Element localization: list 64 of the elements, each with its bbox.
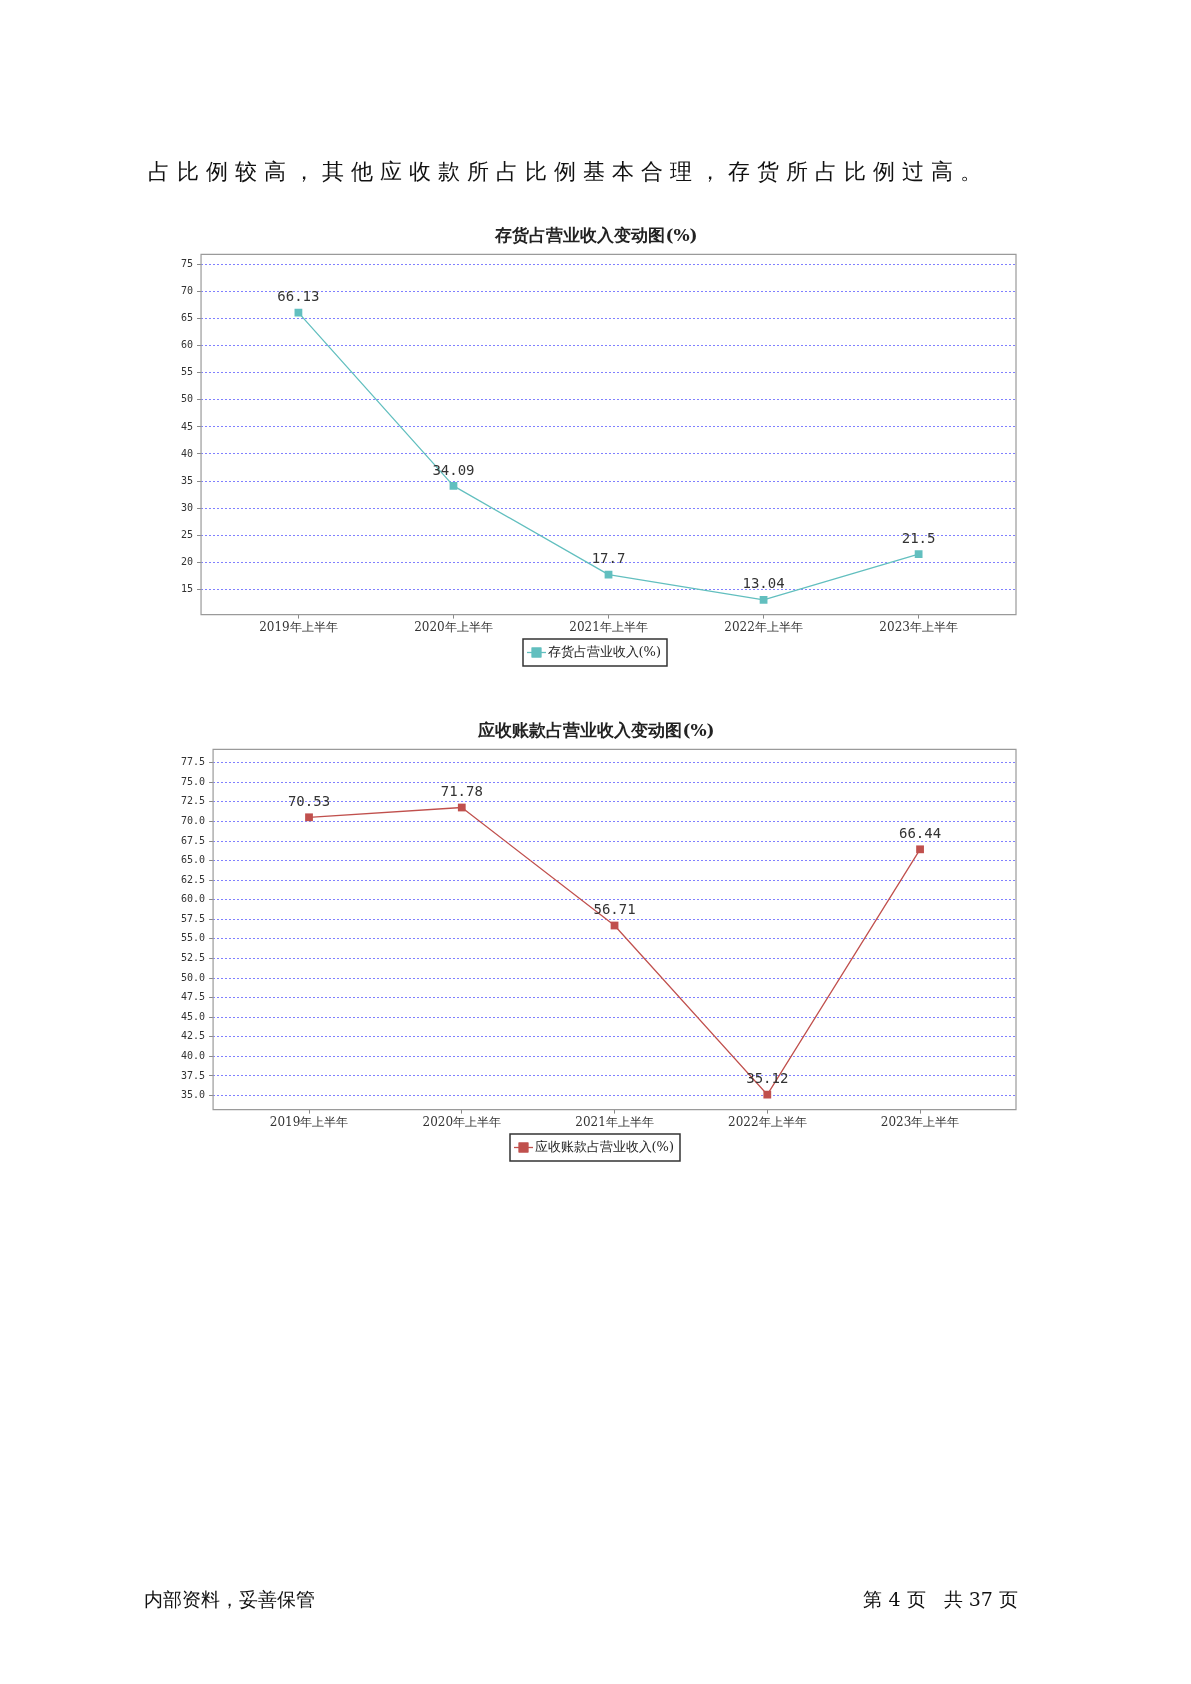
x-tick-label: 2021年上半年 [569, 619, 648, 634]
y-tick-label: 45 [180, 420, 194, 432]
x-tick-label: 2021年上半年 [575, 1114, 654, 1129]
y-tick-label: 40.0 [180, 1049, 206, 1061]
point [457, 803, 466, 812]
point [763, 1090, 772, 1099]
y-tick-label: 65 [180, 312, 194, 324]
text: 占比例较高，其他应收款所占比例基本合理，存货所占比例过高。 [148, 159, 989, 184]
y-tick-label: 60 [180, 339, 194, 351]
y-tick-label: 77.5 [180, 756, 206, 768]
y-tick-label: 50 [180, 393, 194, 405]
x-tick-label: 2022年上半年 [724, 619, 803, 634]
legend-label: 应收账款占营业收入(%) [534, 1138, 674, 1154]
text: 第 4 页 共 37 页 [863, 1588, 1018, 1610]
data-label: 56.71 [593, 901, 636, 918]
data-label: 21.5 [901, 529, 936, 546]
y-tick-label: 75 [180, 258, 194, 270]
point [294, 308, 303, 317]
y-tick-label: 25 [180, 528, 194, 540]
y-tick-label: 75.0 [180, 775, 206, 787]
y-tick-label: 30 [180, 501, 194, 513]
y-tick-label: 60.0 [180, 893, 206, 905]
point [916, 845, 924, 854]
y-tick-label: 55.0 [180, 932, 206, 944]
chart-title: 应收账款占营业收入变动图(%) [477, 719, 715, 740]
chart-title: 存货占营业收入变动图(%) [494, 224, 698, 245]
x-tick-label: 2020年上半年 [414, 619, 493, 634]
y-tick-label: 70 [180, 285, 194, 297]
data-label: 13.04 [742, 575, 785, 592]
y-tick-label: 42.5 [180, 1030, 206, 1042]
x-tick-label: 2019年上半年 [269, 1114, 349, 1129]
point [305, 813, 313, 822]
point [914, 550, 923, 558]
data-label: 71.78 [440, 783, 483, 800]
y-tick-label: 50.0 [180, 971, 206, 983]
y-tick-label: 45.0 [180, 1010, 206, 1022]
y-tick-label: 55 [180, 366, 194, 378]
point [449, 482, 458, 490]
data-label: 66.44 [898, 824, 942, 841]
x-tick-label: 2019年上半年 [259, 619, 338, 634]
data-label: 17.7 [591, 550, 626, 567]
data-label: 70.53 [287, 792, 331, 809]
point [759, 595, 768, 604]
x-tick-label: 2022年上半年 [728, 1114, 807, 1129]
x-tick-label: 2020年上半年 [422, 1114, 502, 1129]
x-tick-label: 2023年上半年 [880, 1114, 960, 1129]
x-tick-label: 2023年上半年 [879, 619, 958, 634]
y-tick-label: 15 [180, 582, 194, 594]
y-tick-label: 40 [180, 447, 194, 459]
y-tick-label: 72.5 [180, 795, 206, 807]
y-tick-label: 35.0 [180, 1089, 206, 1101]
data-label: 66.13 [277, 288, 320, 305]
legend-label: 存货占营业收入(%) [547, 643, 661, 659]
y-tick-label: 70.0 [180, 815, 206, 827]
y-tick-label: 52.5 [180, 952, 206, 964]
y-tick-label: 67.5 [180, 834, 206, 846]
y-tick-label: 20 [180, 555, 194, 567]
y-tick-label: 57.5 [180, 912, 206, 924]
y-tick-label: 47.5 [180, 991, 206, 1003]
y-tick-label: 35 [180, 474, 194, 486]
y-tick-label: 65.0 [180, 854, 206, 866]
y-tick-label: 37.5 [180, 1069, 206, 1081]
text: 内部资料，妥善保管 [144, 1588, 315, 1610]
y-tick-label: 62.5 [180, 873, 206, 885]
